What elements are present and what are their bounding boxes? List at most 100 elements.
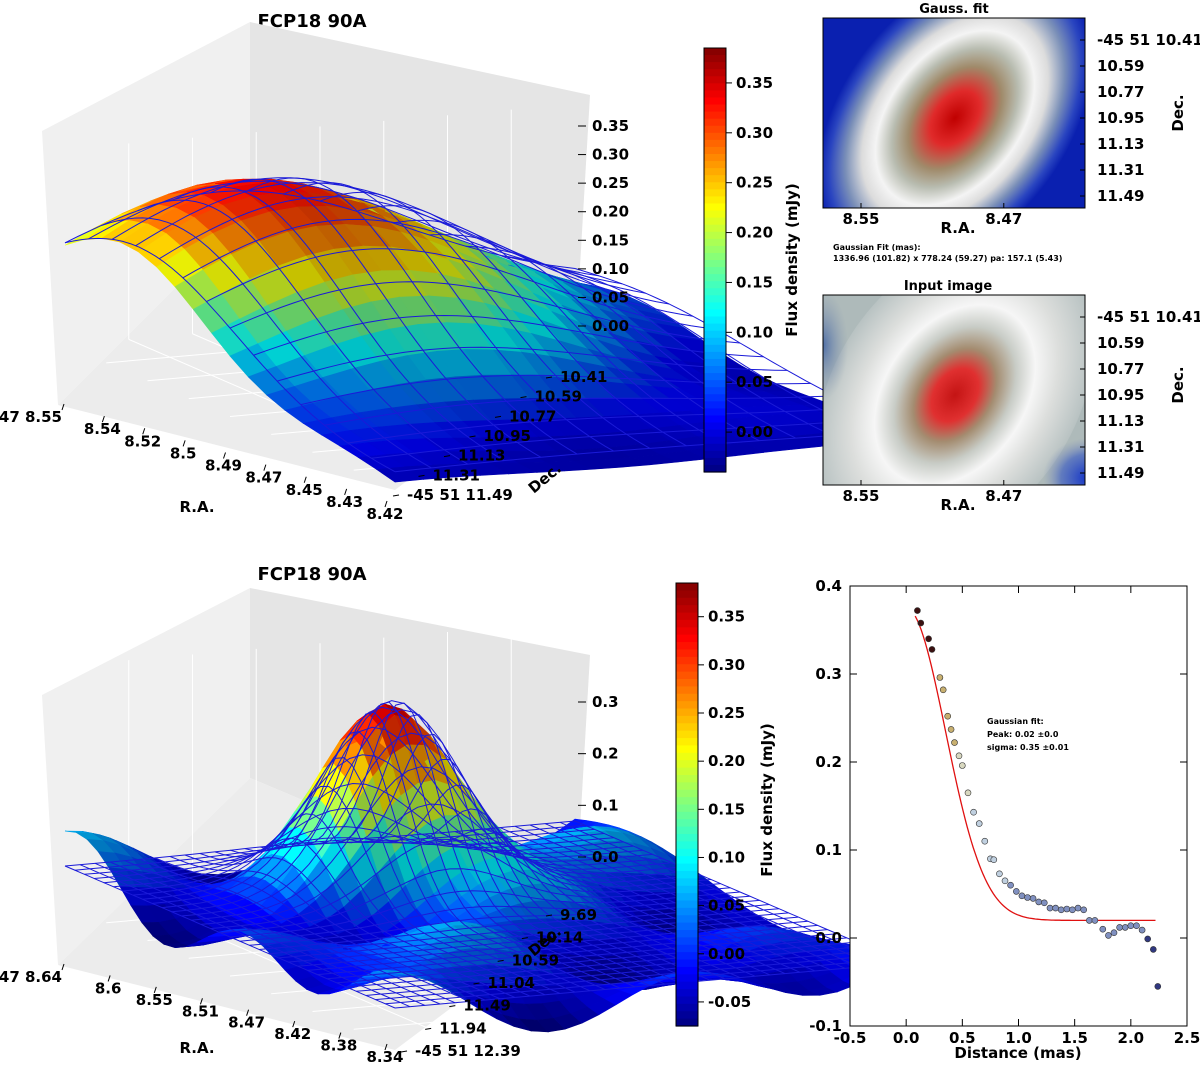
colorbar-swatch	[676, 826, 698, 835]
wire-line	[484, 828, 816, 972]
wire-line	[356, 945, 867, 992]
z-tick-label: 0.05	[592, 288, 629, 306]
gaussian-fit-line	[914, 615, 1156, 922]
colorbar-swatch	[704, 154, 726, 162]
ra-tick-mark	[199, 998, 203, 1005]
colorbar-swatch	[676, 678, 698, 687]
fit-result-line2: 1336.96 (101.82) x 778.24 (59.27) pa: 15…	[833, 254, 1062, 263]
colorbar-swatch	[704, 373, 726, 381]
x-tick-label: -0.5	[834, 1029, 867, 1047]
wire-line	[152, 706, 663, 904]
z-tick-label: 0.0	[592, 848, 619, 866]
colorbar-swatch	[704, 422, 726, 431]
wire-line	[385, 958, 896, 1005]
colorbar-swatch	[676, 1018, 698, 1027]
dec-tick-mark	[473, 982, 480, 985]
z-tick-label: 0.3	[592, 693, 619, 711]
colorbar-swatch	[676, 1003, 698, 1012]
y-tick-label: 10.77	[1097, 83, 1144, 101]
data-point	[951, 739, 958, 746]
z-tick-label: 0.00	[592, 317, 629, 335]
colorbar-swatch	[704, 125, 726, 134]
colorbar-tick-label: 0.20	[708, 752, 745, 770]
colorbar-swatch	[704, 231, 726, 240]
wire-line	[347, 407, 858, 444]
profile-points	[914, 607, 1162, 990]
plot-frame	[849, 585, 1188, 1027]
wire-line	[394, 429, 906, 473]
wire-line	[365, 950, 876, 996]
colorbar-swatch	[704, 281, 726, 289]
colorbar-swatch	[676, 834, 698, 843]
annotation-peak: Peak: 0.02 ±0.0	[987, 730, 1059, 739]
ra-tick-label: 8.47	[245, 469, 282, 487]
data-point	[1150, 946, 1157, 953]
ra-tick-label: 8.51	[182, 1002, 219, 1020]
surface-mesh	[64, 178, 907, 483]
profile-xlabel: Distance (mas)	[954, 1044, 1081, 1062]
colorbar-swatch	[676, 944, 698, 953]
colorbar-swatch	[704, 436, 726, 445]
dec-tick-mark	[520, 396, 527, 399]
wire-line	[559, 821, 891, 965]
data-point	[947, 726, 955, 733]
colorbar-swatch	[676, 856, 698, 865]
wire-line	[364, 784, 696, 982]
ra-tick-label: 8.34	[366, 1048, 403, 1066]
gaussian-fit-blob	[823, 18, 1085, 208]
colorbar-swatch	[676, 649, 698, 658]
wire-line	[253, 314, 764, 358]
data-point	[1138, 926, 1146, 934]
colorbar-tick-label: 0.05	[708, 897, 745, 915]
colorbar-swatch	[676, 605, 698, 614]
z-tick-label: 0.1	[592, 796, 619, 814]
surface-plot-top: FCP18 90A 16 47 8.558.548.528.58.498.478…	[0, 11, 907, 523]
data-point	[1057, 906, 1065, 914]
ra-tick-label: 8.6	[95, 979, 122, 997]
colorbar-swatch	[704, 309, 726, 318]
data-point	[1116, 924, 1123, 931]
data-point	[1052, 904, 1059, 912]
wire-line	[319, 713, 651, 986]
colorbar-swatch	[676, 686, 698, 695]
x-tick-label: 2.5	[1174, 1029, 1200, 1047]
colorbar-swatch	[676, 708, 698, 717]
colorbar-swatch	[704, 210, 726, 219]
x-tick-label: 8.55	[842, 210, 879, 228]
colorbar-swatch	[704, 168, 726, 176]
colorbar-swatch	[704, 48, 726, 56]
data-point	[958, 762, 966, 769]
wire-line	[439, 832, 771, 976]
wire-line	[424, 833, 756, 977]
surface-bottom-title: FCP18 90A	[258, 564, 367, 585]
wire-line	[379, 808, 711, 981]
ra-tick-mark	[384, 1043, 388, 1051]
colorbar-top: 0.35 0.30 0.25 0.20 0.15 0.10 0.05 0.00	[703, 47, 773, 473]
colorbar-swatch	[676, 981, 698, 990]
data-point	[1041, 899, 1048, 907]
data-point	[981, 837, 989, 845]
input-image-xlabel: R.A.	[940, 496, 975, 514]
ra-tick-mark	[107, 975, 111, 982]
dec-tick-mark	[392, 494, 400, 497]
colorbar-swatch	[676, 804, 698, 813]
data-point	[1001, 877, 1009, 885]
colorbar-swatch	[704, 337, 726, 346]
colorbar-swatch	[676, 893, 698, 902]
colorbar-swatch	[704, 415, 726, 424]
colorbar-swatch	[704, 366, 726, 374]
data-point	[1099, 925, 1107, 933]
wire-line	[307, 924, 818, 971]
ra-tick-mark	[142, 428, 146, 435]
colorbar-swatch	[704, 62, 726, 70]
colorbar-swatch	[676, 627, 698, 636]
input-image-ylabel: Dec.	[1169, 366, 1187, 403]
wire-line	[239, 895, 750, 942]
ra-tick-label: 8.55	[136, 991, 173, 1009]
colorbar-swatch	[704, 443, 726, 452]
colorbar-swatch	[676, 619, 698, 628]
y-tick-label: 10.95	[1097, 109, 1144, 127]
colorbar-swatch	[704, 330, 726, 339]
colorbar-swatch	[704, 132, 726, 141]
y-tick-label: 0.3	[815, 665, 842, 683]
